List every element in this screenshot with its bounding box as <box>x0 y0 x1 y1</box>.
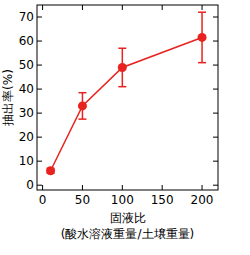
x-tick-label: 0 <box>39 193 47 207</box>
y-axis-label: 抽出率(%) <box>1 69 15 126</box>
y-tick <box>37 65 42 66</box>
x-axis-label: 固液比 <box>110 211 146 225</box>
y-tick-right <box>213 113 218 114</box>
x-tick-label: 150 <box>151 193 174 207</box>
x-tick-top <box>202 5 203 10</box>
error-cap <box>118 86 126 88</box>
data-point <box>118 63 127 72</box>
y-tick-label: 30 <box>19 106 34 120</box>
y-tick <box>37 41 42 42</box>
x-tick-label: 200 <box>191 193 214 207</box>
y-tick-label: 40 <box>19 82 34 96</box>
y-tick-label: 0 <box>26 178 34 192</box>
x-tick-top <box>162 5 163 10</box>
x-tick <box>202 185 203 190</box>
error-cap <box>78 92 86 94</box>
x-tick <box>42 185 43 190</box>
x-tick-top <box>122 5 123 10</box>
data-point <box>46 166 55 175</box>
y-tick <box>37 113 42 114</box>
y-tick <box>37 185 42 186</box>
y-tick-right <box>213 137 218 138</box>
plot-area <box>46 12 206 175</box>
y-tick-label: 60 <box>19 34 34 48</box>
y-tick-right <box>213 161 218 162</box>
y-tick-right <box>213 65 218 66</box>
x-tick-label: 50 <box>75 193 90 207</box>
plot-frame <box>37 5 218 190</box>
x-tick-top <box>42 5 43 10</box>
y-tick-right <box>213 41 218 42</box>
x-tick-label: 100 <box>111 193 134 207</box>
data-point <box>78 101 87 110</box>
x-tick <box>82 185 83 190</box>
y-tick <box>37 161 42 162</box>
y-tick-right <box>213 185 218 186</box>
error-cap <box>198 11 206 13</box>
error-cap <box>118 47 126 49</box>
y-tick <box>37 137 42 138</box>
y-tick-label: 50 <box>19 58 34 72</box>
x-tick-top <box>82 5 83 10</box>
y-tick-label: 10 <box>19 154 34 168</box>
y-tick-right <box>213 89 218 90</box>
x-axis-label: (酸水溶液重量/土壌重量) <box>61 227 194 241</box>
y-tick-label: 70 <box>19 10 34 24</box>
data-point <box>198 33 207 42</box>
series-line <box>51 37 202 170</box>
y-tick <box>37 89 42 90</box>
y-tick-right <box>213 17 218 18</box>
error-cap <box>198 62 206 64</box>
x-tick <box>122 185 123 190</box>
y-tick-label: 20 <box>19 130 34 144</box>
error-cap <box>78 118 86 120</box>
x-tick <box>162 185 163 190</box>
y-tick <box>37 17 42 18</box>
